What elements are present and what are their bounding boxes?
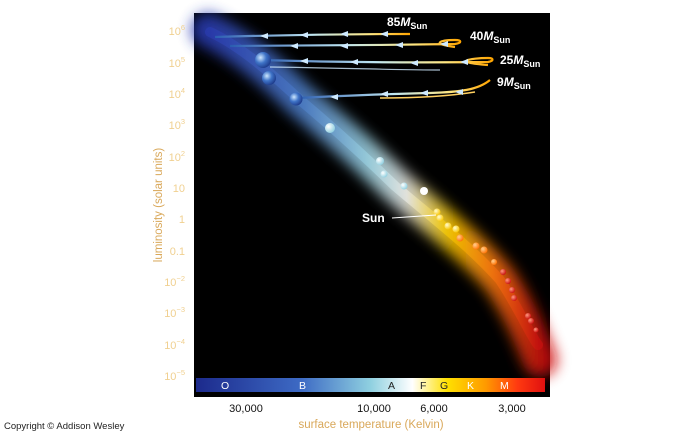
label-25-msun: 25MSun [500, 53, 540, 69]
spectral-class-A: A [388, 380, 395, 392]
spectral-class-band [196, 378, 545, 392]
y-axis-ticks: 106 105 104 103 102 10 1 0.1 10−2 10−3 1… [164, 23, 185, 383]
x-axis-ticks: 30,000 10,000 6,000 3,000 [229, 403, 526, 415]
x-tick-10000: 10,000 [357, 403, 391, 415]
sun-label: Sun [362, 211, 385, 225]
x-tick-3000: 3,000 [498, 403, 526, 415]
spectral-class-F: F [420, 380, 426, 392]
spectral-class-G: G [440, 380, 448, 392]
y-tick-1e-5: 10−5 [164, 368, 185, 383]
y-axis-title: luminosity (solar units) [153, 148, 165, 263]
label-85-msun: 85MSun [387, 15, 427, 31]
track-85-msun [214, 31, 411, 39]
spectral-class-B: B [299, 380, 306, 392]
x-axis-title: surface temperature (Kelvin) [298, 419, 443, 431]
copyright-notice: Copyright © Addison Wesley [4, 421, 125, 432]
main-sequence-stars [255, 52, 539, 333]
track-9-msun [296, 79, 491, 100]
x-tick-6000: 6,000 [420, 403, 448, 415]
track-40-msun [229, 38, 462, 49]
spectral-class-M: M [500, 380, 509, 392]
y-tick-1e5: 105 [169, 55, 185, 70]
y-tick-1e4: 104 [169, 86, 185, 101]
y-tick-1e2: 102 [169, 149, 185, 164]
sun-pointer [391, 214, 437, 219]
y-tick-1: 1 [179, 214, 185, 226]
y-tick-1e-3: 10−3 [164, 305, 185, 320]
spectral-class-K: K [467, 380, 474, 392]
y-tick-1e6: 106 [169, 23, 185, 38]
label-40-msun: 40MSun [470, 29, 510, 45]
y-tick-1e-4: 10−4 [164, 337, 185, 352]
y-tick-1e-2: 10−2 [164, 274, 185, 289]
label-9-msun: 9MSun [497, 75, 531, 91]
y-tick-0-1: 0.1 [170, 246, 185, 258]
x-tick-30000: 30,000 [229, 403, 263, 415]
track-25-msun [257, 56, 494, 71]
y-tick-10: 10 [173, 183, 185, 195]
spectral-class-O: O [221, 380, 229, 392]
y-tick-1e3: 103 [169, 117, 185, 132]
